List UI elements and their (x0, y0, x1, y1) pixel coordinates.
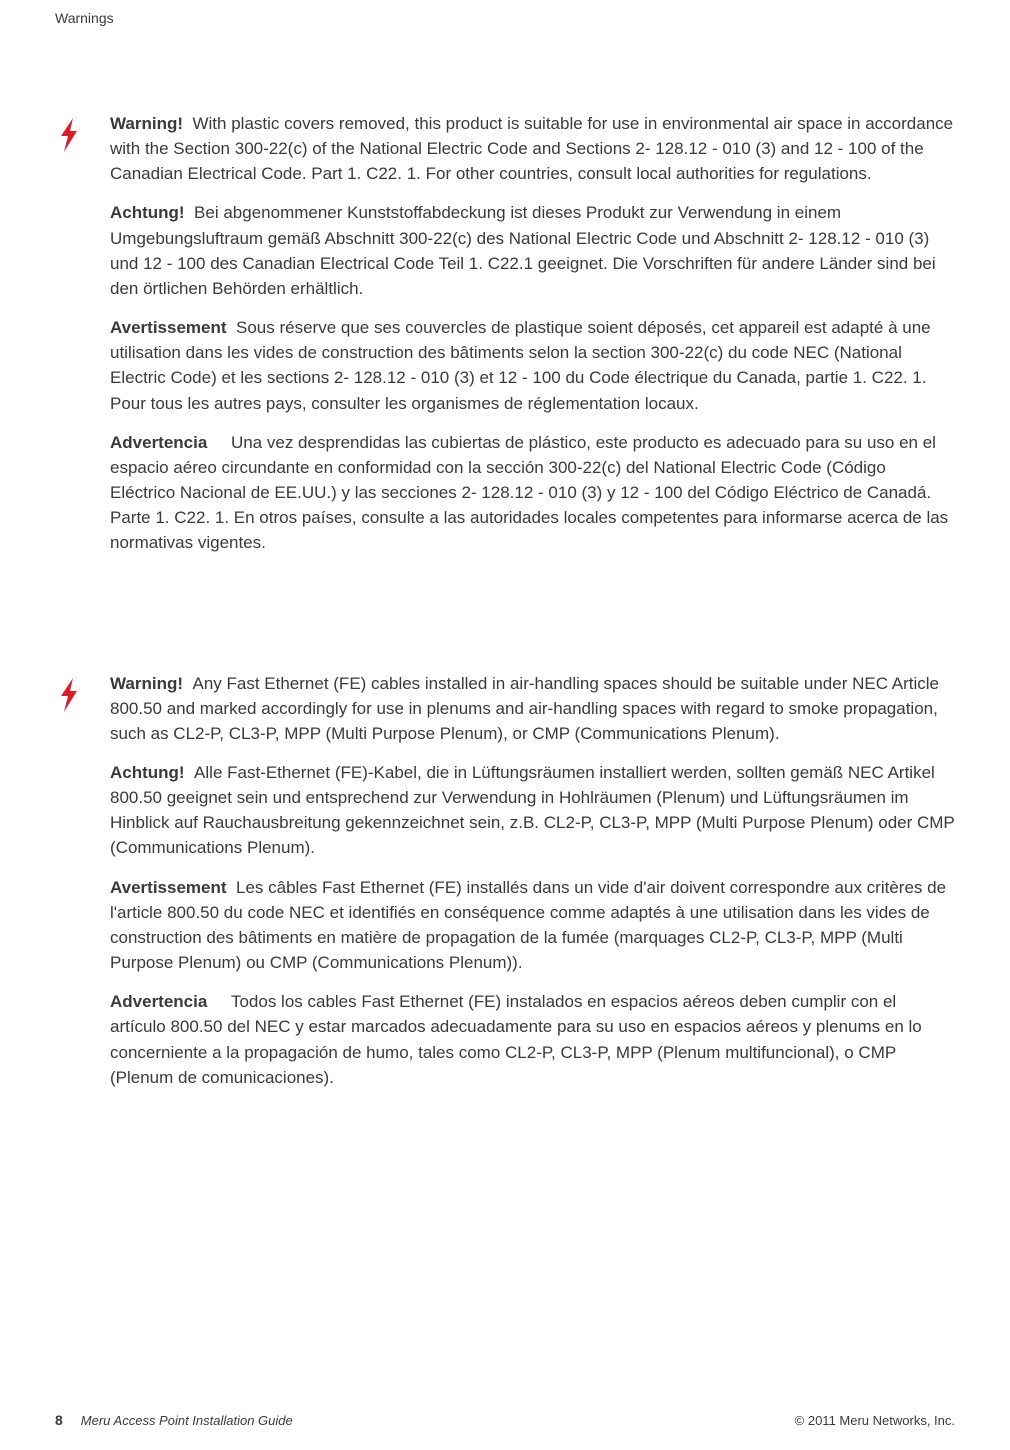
footer-doc-title: Meru Access Point Installation Guide (81, 1413, 293, 1428)
warning-text-en: Any Fast Ethernet (FE) cables installed … (110, 674, 939, 743)
lightning-icon (55, 116, 83, 154)
section-title: Warnings (55, 10, 114, 26)
warning-group-2: Warning! Any Fast Ethernet (FE) cables i… (55, 671, 955, 1090)
icon-column (55, 111, 110, 159)
warning-label-en: Warning! (110, 114, 183, 133)
warning-en: Warning! Any Fast Ethernet (FE) cables i… (110, 671, 955, 746)
warning-label-es: Advertencia (110, 433, 207, 452)
warning-row: Warning! With plastic covers removed, th… (55, 111, 955, 556)
lightning-icon (55, 676, 83, 714)
warning-fr: Avertissement Sous réserve que ses couve… (110, 315, 955, 416)
warning-de: Achtung! Alle Fast-Ethernet (FE)-Kabel, … (110, 760, 955, 861)
icon-column (55, 671, 110, 719)
warning-label-de: Achtung! (110, 203, 185, 222)
warning-text-column: Warning! Any Fast Ethernet (FE) cables i… (110, 671, 955, 1090)
footer-left: 8 Meru Access Point Installation Guide (55, 1412, 293, 1428)
footer-copyright: © 2011 Meru Networks, Inc. (795, 1413, 955, 1428)
warning-label-fr: Avertissement (110, 878, 227, 897)
warning-text-es: Todos los cables Fast Ethernet (FE) inst… (110, 992, 922, 1086)
warning-group-1: Warning! With plastic covers removed, th… (55, 111, 955, 556)
warning-text-de: Bei abgenommener Kunststoffabdeckung ist… (110, 203, 936, 297)
warning-label-de: Achtung! (110, 763, 185, 782)
warning-es: Advertencia Todos los cables Fast Ethern… (110, 989, 955, 1090)
warning-label-es: Advertencia (110, 992, 207, 1011)
warning-text-fr: Les câbles Fast Ethernet (FE) installés … (110, 878, 946, 972)
page-number: 8 (55, 1412, 63, 1428)
warning-fr: Avertissement Les câbles Fast Ethernet (… (110, 875, 955, 976)
warning-text-es: Una vez desprendidas las cubiertas de pl… (110, 433, 948, 553)
warning-label-fr: Avertissement (110, 318, 227, 337)
warning-text-fr: Sous réserve que ses couvercles de plast… (110, 318, 931, 412)
warning-text-column: Warning! With plastic covers removed, th… (110, 111, 955, 556)
page-header-section: Warnings (55, 10, 955, 26)
warning-es: Advertencia Una vez desprendidas las cub… (110, 430, 955, 556)
warning-row: Warning! Any Fast Ethernet (FE) cables i… (55, 671, 955, 1090)
warning-text-de: Alle Fast-Ethernet (FE)-Kabel, die in Lü… (110, 763, 954, 857)
warning-en: Warning! With plastic covers removed, th… (110, 111, 955, 186)
warning-de: Achtung! Bei abgenommener Kunststoffabde… (110, 200, 955, 301)
page-footer: 8 Meru Access Point Installation Guide ©… (55, 1412, 955, 1428)
warning-text-en: With plastic covers removed, this produc… (110, 114, 953, 183)
warning-label-en: Warning! (110, 674, 183, 693)
